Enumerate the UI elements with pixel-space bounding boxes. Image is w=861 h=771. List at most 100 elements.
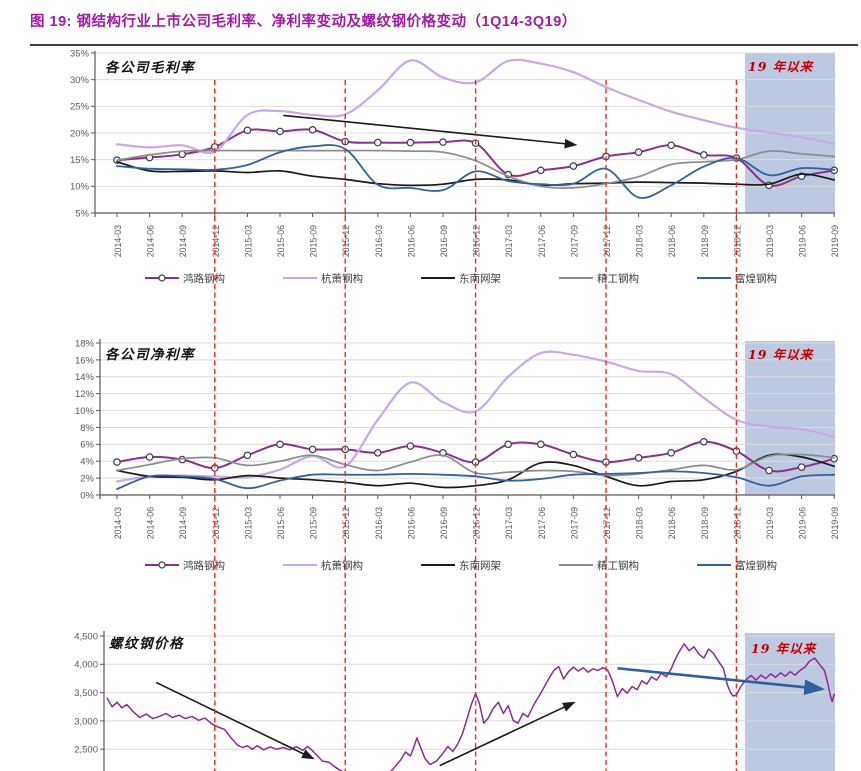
legend-line-icon [145,561,179,569]
x-axis-label: 2016-06 [406,225,416,257]
y-axis-label: 18% [75,338,95,349]
x-axis-label: 2016-03 [374,225,384,257]
series-line-2 [116,453,836,489]
y-axis-label: 0% [80,490,94,501]
x-axis-label: 2015-09 [309,507,319,539]
x-axis-label: 2014-06 [146,225,156,257]
y-axis-label: 8% [80,423,94,434]
legend-label: 精工钢构 [597,559,639,572]
legend-line-icon [283,564,317,566]
x-axis-label: 2018-09 [700,225,710,257]
data-point-marker [536,166,545,175]
x-axis-label: 2018-12 [732,507,742,539]
legend-item-1: 杭萧钢构 [283,558,363,573]
since-2019-annotation-bottom: 19 年以来 [751,641,817,656]
data-point-marker [439,138,447,146]
legend-line-icon [559,564,593,566]
legend-label: 鸿路钢构 [183,272,225,285]
legend-item-1: 杭萧钢构 [283,271,363,286]
data-point-marker [308,445,317,454]
x-axis-label: 2018-09 [700,507,710,539]
data-point-marker [373,138,382,147]
data-point-marker [373,448,382,457]
legend-item-0: 鸿路钢构 [145,271,225,286]
data-point-marker [830,454,839,463]
data-point-marker [406,138,415,147]
data-point-marker [797,463,806,471]
y-axis-label: 4,000 [74,660,98,671]
x-axis-label: 2015-03 [243,225,253,257]
x-axis-label: 2014-03 [113,507,123,539]
legend-item-4: 富煌钢构 [697,558,777,573]
trend-arrow [283,114,578,149]
legend-row: 鸿路钢构 杭萧钢构 东南网架 精工钢构 富煌钢构 [145,270,777,286]
data-point-marker [569,450,578,459]
legend-label: 富煌钢构 [735,272,777,285]
x-axis-label: 2018-12 [732,225,742,257]
series-line-2 [116,160,836,187]
series-line-0 [106,643,835,771]
x-axis-label: 2014-03 [113,225,123,257]
legend-line-icon [283,277,317,279]
data-point-marker [308,126,317,134]
x-axis-label: 2018-06 [667,507,677,539]
since-2019-band [744,633,835,771]
y-axis-label: 5% [75,208,89,219]
legend-line-icon [697,564,731,566]
x-axis-label: 2017-12 [602,225,612,257]
y-axis-label: 16% [75,355,95,366]
chart-title-net-margin: 各公司净利率 [105,347,195,363]
y-axis-label: 10% [75,406,95,417]
title-separator [30,44,858,46]
x-axis-label: 2018-06 [667,225,677,257]
legend-label: 杭萧钢构 [321,272,363,285]
y-axis-label: 6% [80,440,94,451]
chart-title-rebar-price: 螺纹钢价格 [109,636,184,652]
y-axis-label: 12% [75,389,95,400]
x-axis-label: 2014-12 [211,507,221,539]
x-axis-label: 2018-03 [635,225,645,257]
y-axis-label: 2,500 [74,745,98,756]
trend-arrow [617,666,826,695]
trend-arrow [155,681,315,760]
data-point-marker [243,451,252,460]
data-point-marker [765,466,773,475]
x-axis-label: 2019-06 [798,225,808,257]
y-axis-label: 20% [70,128,90,139]
x-axis-label: 2017-09 [569,225,579,257]
x-axis-label: 2015-12 [341,225,351,257]
legend-row: 鸿路钢构 杭萧钢构 东南网架 精工钢构 富煌钢构 [145,557,777,573]
x-axis-label: 2017-03 [504,225,514,257]
y-axis-label: 10% [70,182,90,193]
x-axis-label: 2016-09 [439,507,449,539]
data-point-marker [569,162,578,170]
since-2019-annotation-middle: 19 年以来 [748,347,814,362]
y-axis-label: 35% [70,48,90,59]
data-point-marker [406,442,415,450]
x-axis-label: 2014-09 [178,225,188,257]
data-point-marker [243,126,252,135]
series-line-4 [116,144,836,199]
x-axis-label: 2019-09 [830,507,840,539]
x-axis-label: 2017-03 [504,507,514,539]
data-point-marker [276,440,284,449]
page-title: 图 19: 钢结构行业上市公司毛利率、净利率变动及螺纹钢价格变动（1Q14-3Q… [30,14,577,30]
x-axis-label: 2017-06 [537,225,547,257]
x-axis-label: 2019-06 [798,507,808,539]
data-point-marker [699,438,708,446]
trend-arrow [439,701,576,767]
y-axis-label: 2% [80,474,94,485]
x-axis-label: 2018-03 [635,507,645,539]
legend-line-icon [145,274,179,282]
x-axis-label: 2015-03 [243,507,253,539]
legend-line-icon [697,277,731,279]
series-line-1 [115,350,836,483]
data-point-marker [634,148,643,157]
data-point-marker [504,440,513,449]
x-axis-label: 2015-06 [276,507,286,539]
y-axis-label: 4% [80,457,94,468]
legend-label: 东南网架 [459,559,501,572]
x-axis-label: 2019-09 [830,225,840,257]
chart-title-gross-margin: 各公司毛利率 [105,60,195,76]
